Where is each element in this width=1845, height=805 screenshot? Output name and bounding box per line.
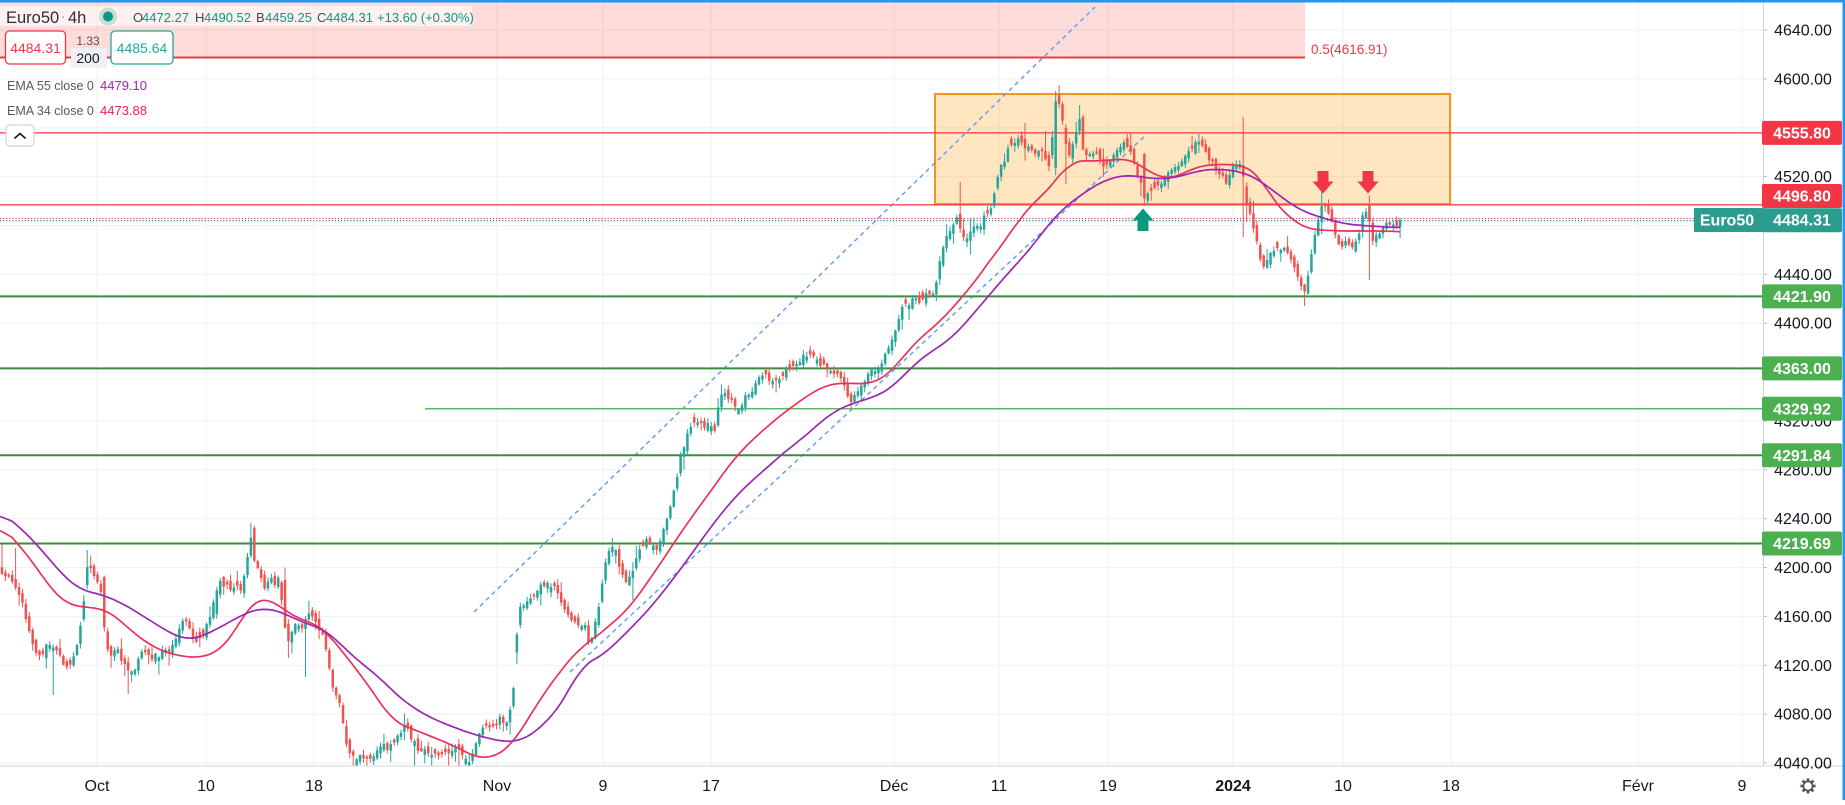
svg-text:4440.00: 4440.00 bbox=[1774, 267, 1832, 284]
svg-text:4120.00: 4120.00 bbox=[1774, 658, 1832, 675]
svg-text:19: 19 bbox=[1099, 778, 1117, 795]
svg-text:Euro50: Euro50 bbox=[1700, 213, 1754, 230]
svg-text:9: 9 bbox=[1738, 778, 1747, 795]
svg-text:4160.00: 4160.00 bbox=[1774, 609, 1832, 626]
svg-text:4200.00: 4200.00 bbox=[1774, 560, 1832, 577]
svg-text:+13.60 (+0.30%): +13.60 (+0.30%) bbox=[377, 10, 474, 25]
svg-text:Févr: Févr bbox=[1622, 778, 1655, 795]
svg-text:EMA 34 close 0: EMA 34 close 0 bbox=[7, 104, 94, 118]
svg-text:H: H bbox=[195, 10, 204, 25]
svg-text:10: 10 bbox=[197, 778, 215, 795]
svg-text:4640.00: 4640.00 bbox=[1774, 23, 1832, 40]
svg-text:Déc: Déc bbox=[880, 778, 908, 795]
svg-text:4080.00: 4080.00 bbox=[1774, 707, 1832, 724]
svg-text:C: C bbox=[317, 10, 326, 25]
svg-text:4421.90: 4421.90 bbox=[1773, 289, 1831, 306]
svg-text:4496.80: 4496.80 bbox=[1773, 189, 1831, 206]
svg-text:Oct: Oct bbox=[85, 778, 110, 795]
svg-text:4472.27: 4472.27 bbox=[142, 10, 189, 25]
svg-text:4040.00: 4040.00 bbox=[1774, 756, 1832, 773]
svg-text:2024: 2024 bbox=[1215, 778, 1251, 795]
svg-text:18: 18 bbox=[1442, 778, 1460, 795]
svg-text:18: 18 bbox=[305, 778, 323, 795]
svg-text:4555.80: 4555.80 bbox=[1773, 125, 1831, 142]
svg-text:1.33: 1.33 bbox=[76, 34, 100, 48]
svg-text:4484.31: 4484.31 bbox=[326, 10, 373, 25]
svg-text:9: 9 bbox=[599, 778, 608, 795]
svg-text:Euro50: Euro50 bbox=[6, 9, 59, 27]
svg-text:4363.00: 4363.00 bbox=[1773, 361, 1831, 378]
svg-text:4473.88: 4473.88 bbox=[100, 103, 147, 118]
svg-text:4484.31: 4484.31 bbox=[1773, 213, 1831, 230]
svg-text:4219.69: 4219.69 bbox=[1773, 536, 1831, 553]
svg-text:4485.64: 4485.64 bbox=[117, 40, 168, 56]
svg-text:B: B bbox=[256, 10, 265, 25]
svg-text:10: 10 bbox=[1334, 778, 1352, 795]
svg-text:4240.00: 4240.00 bbox=[1774, 511, 1832, 528]
svg-text:4479.10: 4479.10 bbox=[100, 78, 147, 93]
svg-text:17: 17 bbox=[702, 778, 720, 795]
svg-text:4520.00: 4520.00 bbox=[1774, 169, 1832, 186]
svg-text:4291.84: 4291.84 bbox=[1773, 448, 1831, 465]
svg-text:11: 11 bbox=[991, 778, 1008, 795]
svg-text:4490.52: 4490.52 bbox=[204, 10, 251, 25]
svg-text:4400.00: 4400.00 bbox=[1774, 316, 1832, 333]
svg-text:4459.25: 4459.25 bbox=[265, 10, 312, 25]
svg-text:·: · bbox=[61, 9, 65, 24]
svg-text:EMA 55 close 0: EMA 55 close 0 bbox=[7, 79, 94, 93]
svg-text:Nov: Nov bbox=[483, 778, 511, 795]
svg-text:4329.92: 4329.92 bbox=[1773, 401, 1831, 418]
svg-text:200: 200 bbox=[76, 50, 100, 66]
svg-text:4484.31: 4484.31 bbox=[10, 40, 61, 56]
svg-text:0.5(4616.91): 0.5(4616.91) bbox=[1311, 42, 1388, 57]
svg-text:4h: 4h bbox=[68, 9, 86, 27]
svg-text:4600.00: 4600.00 bbox=[1774, 71, 1832, 88]
